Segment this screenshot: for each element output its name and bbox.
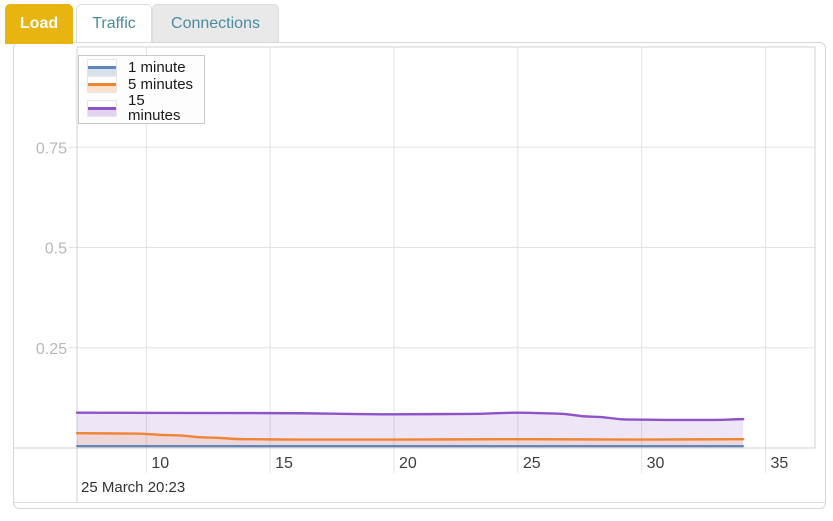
svg-text:0.5: 0.5 — [45, 241, 67, 258]
svg-text:10: 10 — [151, 455, 169, 472]
legend-item-15min: 15 minutes — [87, 93, 196, 123]
svg-text:0.75: 0.75 — [36, 140, 67, 157]
legend-label-1min: 1 minute — [128, 59, 186, 76]
series-5min-swatch-icon — [87, 76, 117, 93]
tab-connections[interactable]: Connections — [152, 4, 279, 42]
series-15min-swatch-icon — [87, 99, 117, 117]
svg-text:15: 15 — [275, 455, 293, 472]
tab-load[interactable]: Load — [5, 4, 73, 44]
svg-text:30: 30 — [647, 455, 665, 472]
svg-text:35: 35 — [770, 455, 788, 472]
chart-legend: 1 minute 5 minutes 15 minutes — [78, 55, 205, 124]
load-chart-canvas[interactable]: 10 15 20 25 30 35 0.25 0.5 0.75 — [14, 43, 825, 508]
legend-item-1min: 1 minute — [87, 59, 196, 76]
svg-text:25: 25 — [523, 455, 541, 472]
legend-item-5min: 5 minutes — [87, 76, 196, 93]
tab-bar: Load Traffic Connections — [0, 0, 833, 44]
series-1min-swatch-icon — [87, 59, 117, 76]
legend-label-5min: 5 minutes — [128, 76, 194, 93]
tab-traffic[interactable]: Traffic — [76, 4, 152, 42]
x-axis-date-label: 25 March 20:23 — [81, 479, 186, 496]
legend-label-15min: 15 minutes — [128, 92, 181, 124]
svg-text:20: 20 — [399, 455, 417, 472]
chart-panel: 10 15 20 25 30 35 0.25 0.5 0.75 1 minute 5 minut… — [13, 42, 826, 509]
svg-text:0.25: 0.25 — [36, 341, 67, 358]
